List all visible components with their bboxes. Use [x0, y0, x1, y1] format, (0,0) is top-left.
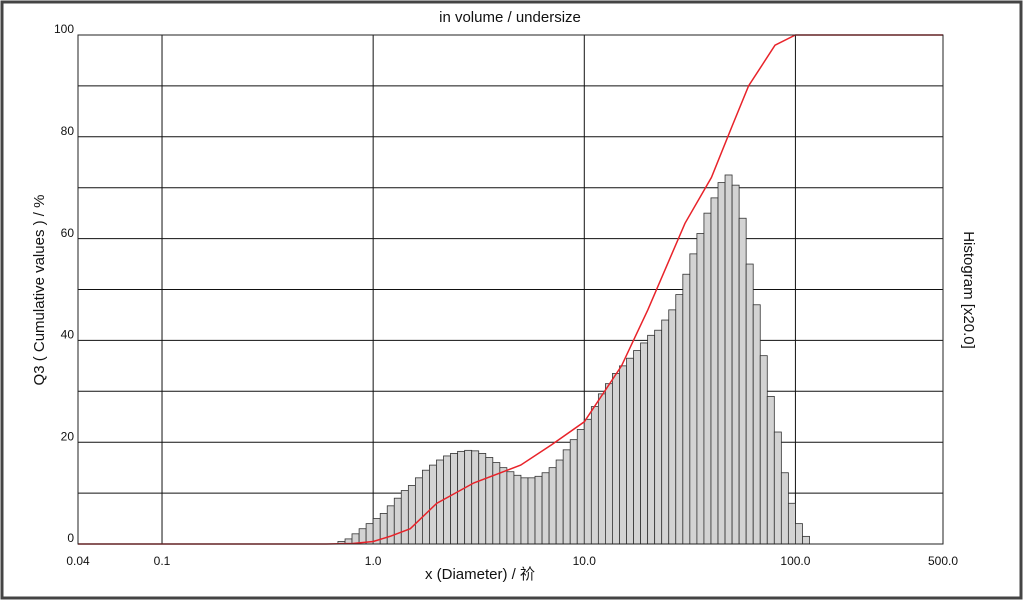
histogram-bar — [787, 502, 796, 545]
histogram-bar — [541, 472, 550, 545]
x-tick-label: 500.0 — [928, 554, 958, 568]
histogram-bar — [759, 355, 768, 545]
y-tick-label: 0 — [67, 531, 74, 545]
histogram-bar — [633, 350, 641, 545]
histogram-bar — [590, 406, 599, 545]
histogram-bar — [654, 329, 663, 545]
x-axis-label: x (Diameter) / 祄 — [425, 565, 535, 583]
histogram-bar — [443, 455, 451, 545]
histogram-bar — [647, 334, 656, 545]
histogram-bar — [710, 197, 719, 545]
y-tick-label: 20 — [61, 429, 75, 443]
histogram-bar — [682, 273, 691, 545]
x-tick-label: 1.0 — [365, 554, 382, 568]
histogram-bar — [724, 174, 733, 545]
histogram-bar — [717, 182, 726, 545]
plot-border — [77, 34, 944, 545]
histogram-bar — [661, 319, 670, 545]
histogram-bar — [640, 342, 649, 545]
histogram-bar — [407, 485, 416, 545]
y2-axis-label: Histogram [x20.0] — [960, 231, 977, 349]
y-tick-label: 100 — [54, 22, 74, 36]
histogram-bar — [752, 304, 761, 545]
histogram-bar — [696, 233, 705, 545]
histogram-bar — [583, 418, 592, 545]
plot — [77, 34, 944, 545]
histogram-bar — [597, 393, 606, 545]
histogram-bar — [605, 383, 613, 545]
histogram-bar — [520, 477, 529, 545]
histogram-bar — [795, 523, 803, 545]
histogram-bar — [527, 477, 536, 545]
histogram-bar — [555, 459, 564, 545]
histogram-bar — [766, 395, 775, 545]
histogram-bar — [780, 472, 789, 545]
y-tick-label: 40 — [61, 328, 75, 342]
histogram-bar — [675, 294, 684, 545]
histogram-bar — [703, 212, 712, 545]
histogram-bar — [562, 449, 571, 545]
histogram-bar — [619, 365, 627, 545]
histogram-bar — [485, 457, 494, 545]
histogram-bar — [689, 253, 698, 545]
y-axis-label: Q3 ( Cumulative values ) / % — [31, 195, 48, 386]
histogram-bar — [738, 217, 747, 545]
histogram-bar — [386, 505, 395, 545]
histogram-bar — [513, 474, 522, 545]
histogram-bar — [499, 467, 508, 545]
histogram-bar — [534, 475, 543, 545]
histogram-bar — [422, 469, 430, 545]
chart-title: in volume / undersize — [439, 9, 581, 26]
histogram-bar — [471, 450, 480, 545]
histogram-bar — [731, 184, 740, 545]
x-tick-label: 10.0 — [573, 554, 597, 568]
histogram-bar — [745, 263, 754, 545]
histogram-bar — [548, 467, 557, 545]
y-tick-label: 60 — [61, 226, 75, 240]
histogram-bar — [668, 309, 677, 545]
histogram-bar — [393, 497, 402, 545]
x-tick-label: 100.0 — [780, 554, 810, 568]
histogram-bar — [464, 449, 473, 545]
histogram-bar — [612, 373, 620, 545]
x-tick-label: 0.1 — [154, 554, 171, 568]
histogram-bar — [457, 450, 466, 545]
histogram-bar — [773, 431, 782, 545]
histogram-bar — [450, 452, 459, 545]
y-tick-label: 80 — [61, 124, 75, 138]
histogram-bar — [414, 477, 423, 545]
histogram-bar — [576, 429, 585, 545]
histogram-bar — [506, 471, 515, 545]
histogram-bar — [802, 535, 810, 545]
x-tick-label: 0.04 — [66, 554, 90, 568]
histogram-bar — [478, 452, 487, 545]
histogram-bar — [626, 357, 634, 545]
histogram-bar — [569, 439, 578, 545]
cumulative-line — [78, 34, 943, 545]
histogram-bar — [400, 490, 409, 545]
